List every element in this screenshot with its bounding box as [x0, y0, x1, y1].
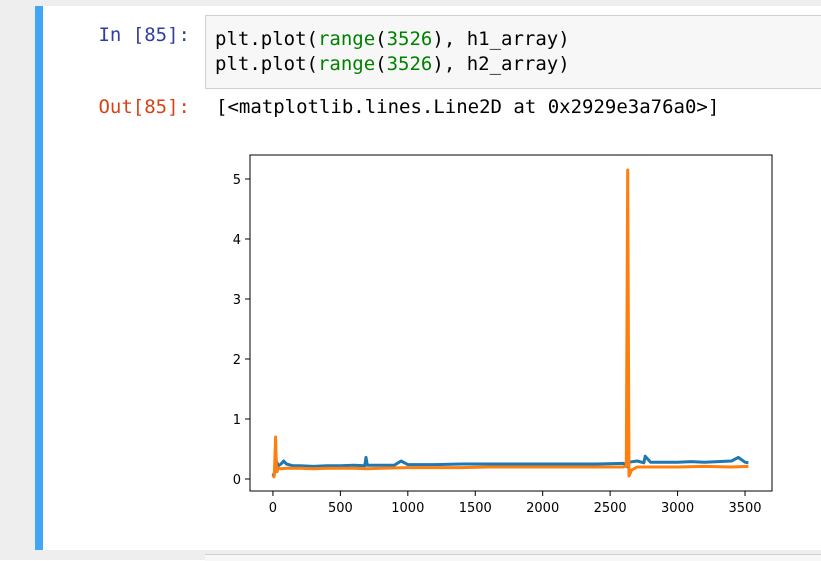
notebook-cell[interactable]: [35, 6, 821, 550]
x-tick-label: 2500: [594, 501, 627, 516]
y-tick-label: 0: [233, 473, 241, 488]
code-text: plt.plot(: [215, 28, 318, 50]
output-prompt: Out[85]:: [98, 96, 190, 118]
y-tick-label: 1: [233, 413, 241, 428]
y-tick-label: 5: [233, 173, 241, 188]
x-tick-label: 1000: [391, 501, 424, 516]
series-line-1: [271, 454, 749, 477]
x-tick-label: 1500: [459, 501, 492, 516]
y-tick-label: 4: [233, 233, 241, 248]
x-tick-label: 3000: [661, 501, 694, 516]
code-text: ), h2_array): [432, 53, 570, 75]
x-tick-label: 0: [269, 501, 277, 516]
y-tick-label: 2: [233, 353, 241, 368]
plot-frame: [249, 154, 773, 492]
input-prompt: In [85]:: [98, 24, 190, 46]
x-tick-label: 3500: [728, 501, 761, 516]
next-cell-edge: [205, 554, 821, 561]
code-line-2: plt.plot(range(3526), h2_array): [215, 53, 570, 75]
code-line-1: plt.plot(range(3526), h1_array): [215, 28, 570, 50]
x-tick-label: 2000: [526, 501, 559, 516]
output-text: [<matplotlib.lines.Line2D at 0x2929e3a76…: [216, 96, 720, 118]
series-line-2: [271, 168, 749, 479]
code-text: plt.plot(: [215, 53, 318, 75]
code-input-area[interactable]: plt.plot(range(3526), h1_array) plt.plot…: [205, 15, 821, 89]
code-text: (: [375, 53, 387, 75]
code-text: ), h1_array): [432, 28, 570, 50]
y-tick-label: 3: [233, 293, 241, 308]
code-number: 3526: [386, 53, 433, 75]
code-number: 3526: [386, 28, 433, 50]
code-text: (: [375, 28, 387, 50]
line-chart: 0 500 1000 1500 2000 2500 3000 3500 0 1 2 3 4 5: [233, 154, 773, 516]
code-keyword: range: [317, 53, 376, 75]
x-tick-label: 500: [328, 501, 353, 516]
code-keyword: range: [317, 28, 376, 50]
